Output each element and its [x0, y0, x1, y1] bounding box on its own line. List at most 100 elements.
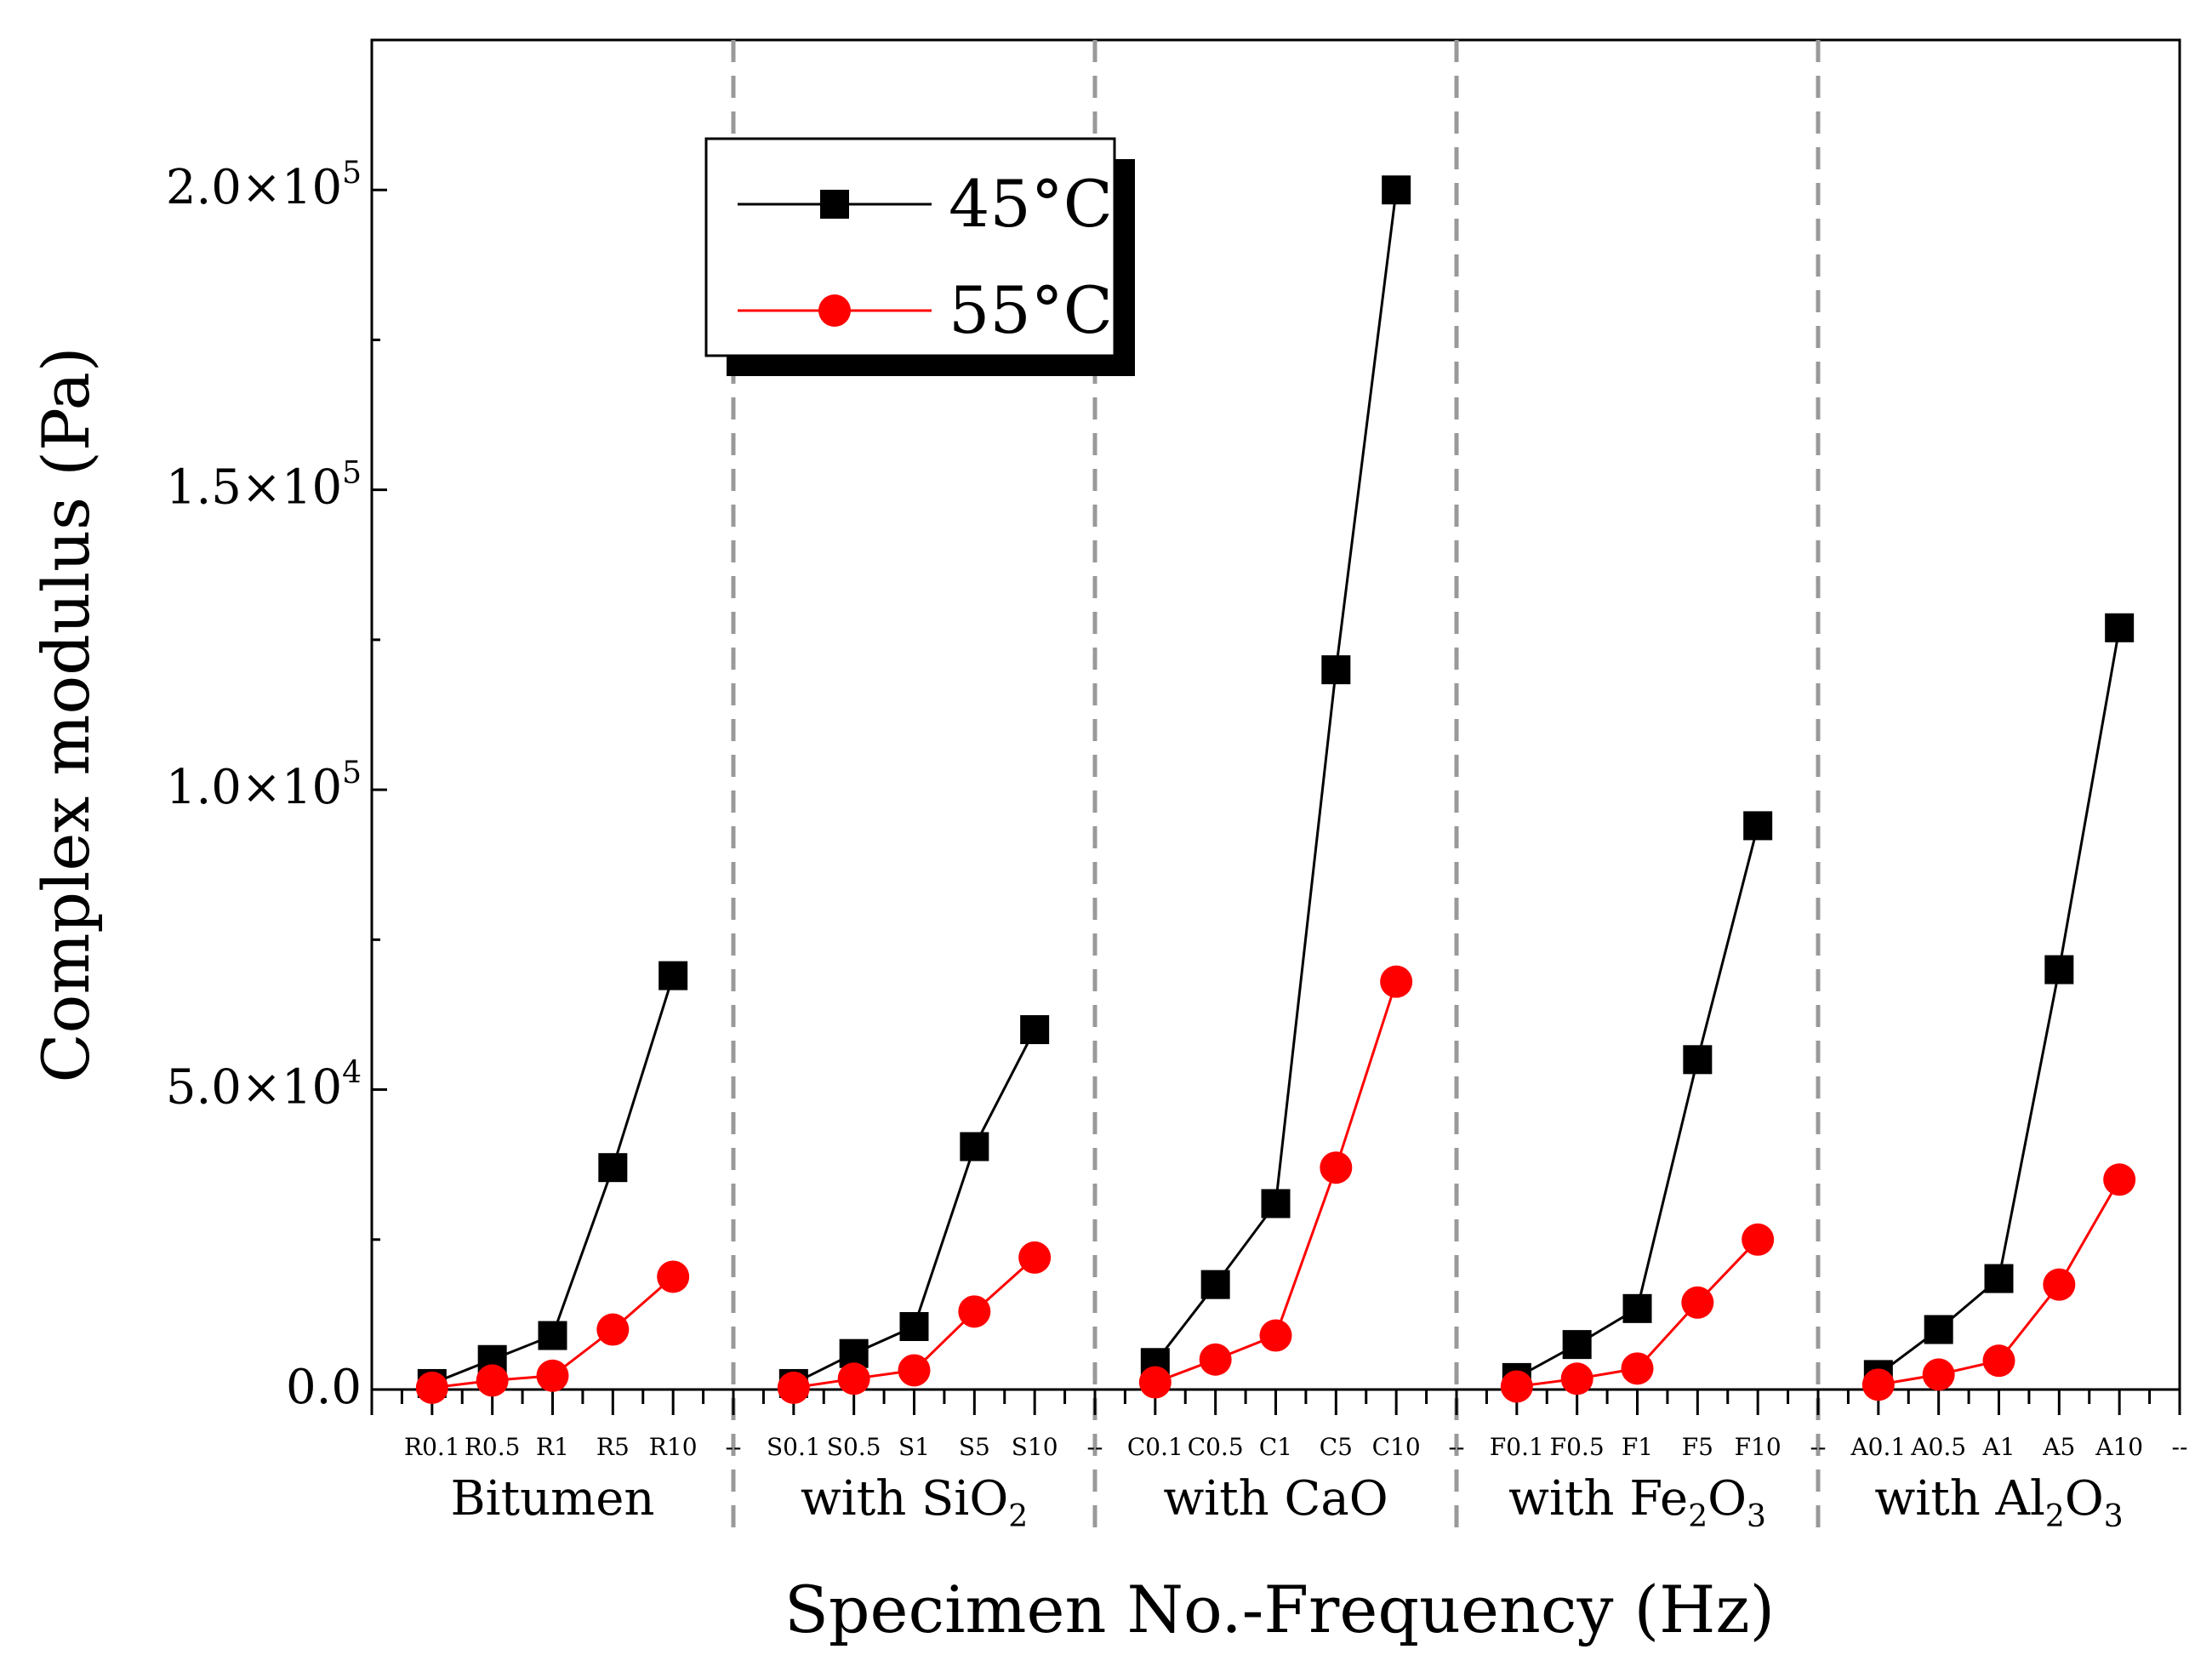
legend: 45°C 55°C	[704, 137, 1135, 376]
y-tick-label: 2.0×105	[166, 156, 362, 215]
legend-marker-2	[818, 294, 851, 327]
series-2-point	[1621, 1352, 1654, 1385]
series-1-point	[1984, 1264, 2014, 1293]
plot-frame	[370, 38, 2181, 1391]
x-tick-label: F10	[1735, 1433, 1782, 1461]
series-2-point	[898, 1354, 931, 1387]
x-tick-label: A0.1	[1850, 1433, 1906, 1461]
series-1-point	[1321, 655, 1351, 685]
series-2-point	[1380, 965, 1413, 998]
series-2-point	[1922, 1358, 1955, 1391]
x-tick-label: F1	[1622, 1433, 1653, 1461]
series-2-point	[777, 1371, 810, 1404]
y-tick-label: 1.5×105	[166, 456, 362, 516]
x-axis: R0.1 R0.5 R1 R5 R10 -- S0.1 S0.5 S1 S5 S10 -- C0.1 C0…	[370, 1390, 2188, 1461]
legend-box	[704, 137, 1116, 357]
series-1-point	[1924, 1315, 1953, 1344]
x-tick-label: A10	[2095, 1433, 2143, 1461]
series-2-point	[2043, 1268, 2076, 1301]
group-label: with Fe2O3	[1508, 1471, 1766, 1534]
series-2-point	[1018, 1241, 1052, 1274]
x-tick-label: R10	[649, 1433, 698, 1461]
series-2-point	[536, 1359, 569, 1392]
legend-label-2: 55°C	[949, 272, 1113, 348]
x-tick-label: C10	[1372, 1433, 1421, 1461]
x-axis-title: Specimen No.-Frequency (Hz)	[784, 1572, 1775, 1647]
series-1-point	[2044, 955, 2074, 984]
series-2-point	[657, 1260, 690, 1293]
series-2	[415, 965, 2136, 1404]
series-2-point	[1742, 1223, 1775, 1256]
x-tick-label: S5	[959, 1433, 990, 1461]
x-tick-label: --	[1810, 1433, 1827, 1461]
series-2-point	[1199, 1343, 1232, 1376]
x-tick-label: --	[1449, 1433, 1465, 1461]
series-1-point	[1683, 1045, 1713, 1075]
series-2-point	[958, 1295, 991, 1328]
series-1-point	[960, 1132, 989, 1161]
series-1-point	[598, 1153, 628, 1183]
series-2-point	[1861, 1368, 1895, 1401]
y-tick-label: 5.0×104	[166, 1056, 362, 1116]
series-2-point	[1500, 1370, 1533, 1403]
series-2-point	[837, 1362, 870, 1395]
x-tick-label: R1	[536, 1433, 569, 1461]
series-2-point	[1982, 1344, 2015, 1378]
series-2-point	[1320, 1151, 1353, 1184]
legend-marker-1	[820, 190, 849, 219]
x-tick-label: A0.5	[1910, 1433, 1966, 1461]
y-tick-label: 0.0	[286, 1360, 362, 1415]
x-tick-label: S10	[1012, 1433, 1058, 1461]
series-1-line-5	[1877, 627, 2121, 1376]
x-tick-label: S1	[898, 1433, 930, 1461]
x-tick-label: C5	[1320, 1433, 1353, 1461]
series-2-point	[1259, 1319, 1292, 1352]
series-1-line-3	[1154, 190, 1398, 1364]
series-1-point	[538, 1321, 567, 1350]
x-tick-label: A5	[2042, 1433, 2075, 1461]
x-tick-label: --	[726, 1433, 742, 1461]
x-tick-label: F0.5	[1550, 1433, 1605, 1461]
series-1-point	[1382, 175, 1411, 205]
series-2-point	[1138, 1366, 1172, 1399]
x-tick-label: F0.1	[1490, 1433, 1544, 1461]
x-tick-label: R0.5	[465, 1433, 521, 1461]
series-1-point	[1743, 811, 1773, 841]
series-1-point	[1261, 1189, 1291, 1218]
legend-entries: 45°C 55°C	[738, 166, 1113, 348]
series-2-point	[476, 1364, 509, 1397]
x-tick-label: C0.5	[1188, 1433, 1244, 1461]
series-1-point	[2105, 613, 2135, 642]
series-1-point	[899, 1311, 929, 1341]
x-tick-label: R0.1	[404, 1433, 460, 1461]
series-1-point	[1200, 1270, 1230, 1299]
group-label: Bitumen	[451, 1471, 655, 1527]
x-tick-label: F5	[1682, 1433, 1713, 1461]
group-label: with Al2O3	[1874, 1471, 2123, 1534]
x-tick-label: C0.1	[1127, 1433, 1183, 1461]
series-1-point	[1622, 1293, 1652, 1323]
x-tick-label: C1	[1259, 1433, 1292, 1461]
x-tick-label: --	[2172, 1433, 2188, 1461]
x-tick-label: --	[1087, 1433, 1103, 1461]
x-tick-label: A1	[1981, 1433, 2015, 1461]
x-tick-label: R5	[596, 1433, 630, 1461]
series-1-point	[1020, 1015, 1050, 1045]
y-axis: 0.0 5.0×104 1.0×105 1.5×105 2.0×105	[166, 38, 387, 1415]
series-1	[417, 175, 2135, 1398]
x-tick-label: S0.5	[827, 1433, 881, 1461]
y-axis-title: Complex modulus (Pa)	[28, 346, 104, 1082]
group-label: with CaO	[1163, 1471, 1388, 1527]
series-2-point	[415, 1371, 448, 1404]
series-2-point	[1560, 1362, 1593, 1395]
group-labels: Bitumen with SiO2 with CaO with Fe2O3 with A…	[451, 1471, 2124, 1534]
group-label: with SiO2	[801, 1471, 1028, 1534]
legend-label-1: 45°C	[949, 166, 1113, 242]
series-2-point	[1681, 1286, 1714, 1319]
series-2-point	[596, 1313, 630, 1346]
series-1-point	[658, 961, 688, 990]
series-layer	[415, 175, 2136, 1404]
y-tick-label: 1.0×105	[166, 756, 362, 815]
series-2-point	[2103, 1163, 2136, 1196]
